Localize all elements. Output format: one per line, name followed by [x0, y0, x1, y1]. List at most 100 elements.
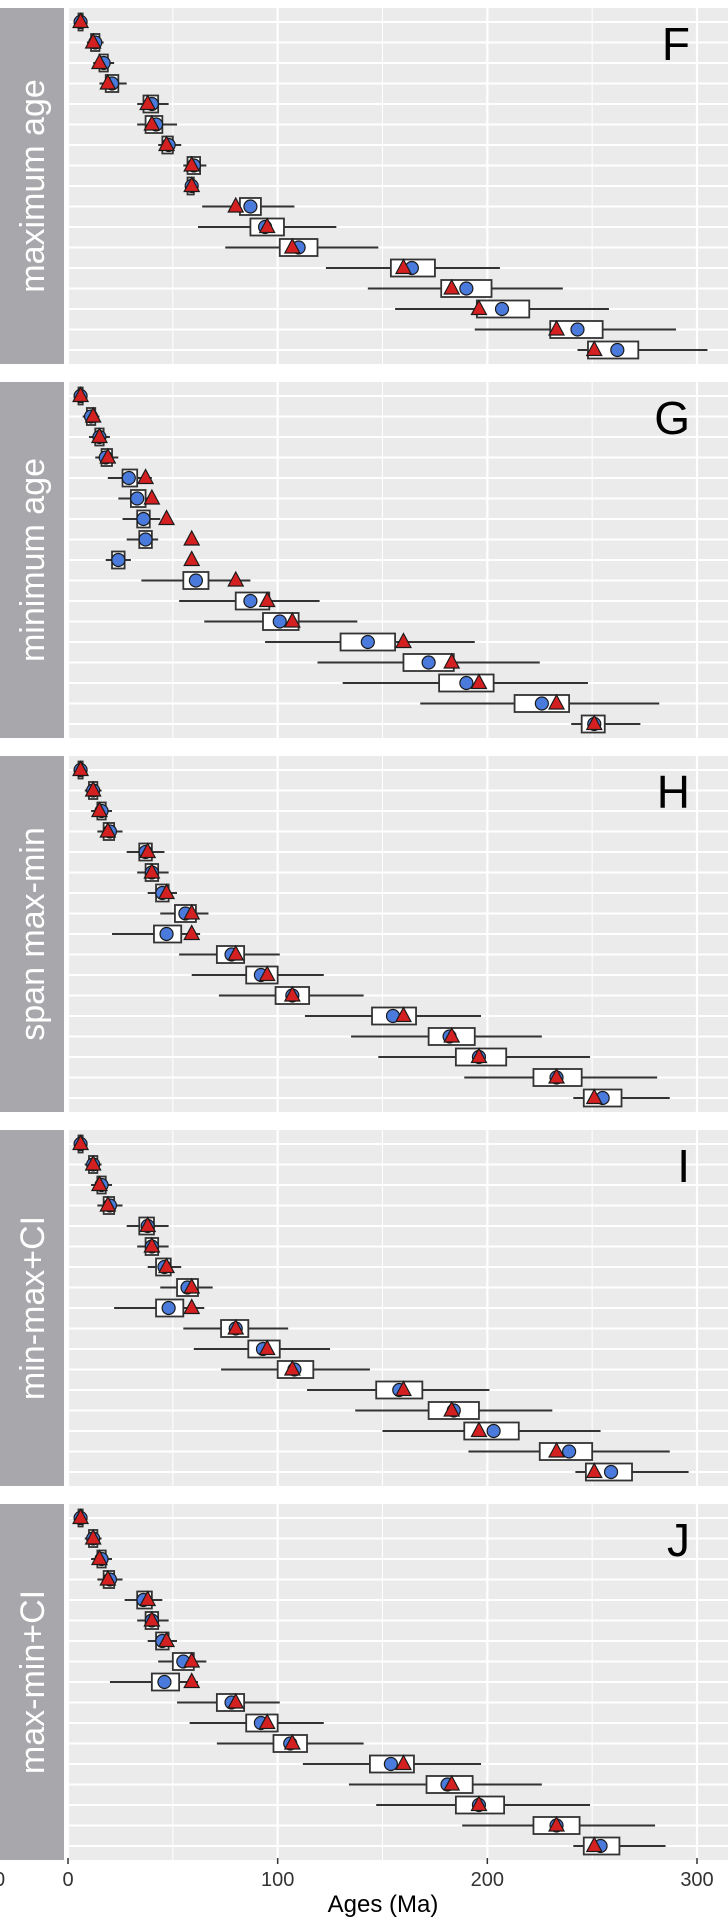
data-row [304, 1006, 482, 1026]
reference-triangle [394, 258, 412, 275]
estimate-circle [603, 1464, 619, 1480]
estimate-circle [421, 655, 436, 670]
reference-triangle [84, 406, 102, 423]
data-row [191, 965, 324, 985]
reference-triangle [139, 1216, 157, 1233]
data-row [72, 12, 90, 32]
reference-triangle [158, 1257, 176, 1274]
reference-triangle [394, 1380, 412, 1397]
reference-triangle [158, 509, 176, 526]
reference-triangle [548, 1815, 566, 1832]
estimate-circle [138, 532, 153, 547]
reference-triangle [443, 278, 461, 295]
reference-triangle [585, 1088, 603, 1105]
estimate-circle [136, 511, 151, 527]
data-row [221, 1359, 370, 1379]
data-row [575, 1462, 689, 1482]
facet-strip [0, 8, 64, 364]
data-row [84, 32, 104, 52]
estimate-circle [383, 1756, 398, 1772]
reference-triangle [90, 801, 108, 818]
estimate-circle [486, 1423, 501, 1439]
data-row [160, 1277, 213, 1297]
estimate-circle [111, 552, 126, 568]
reference-triangle [143, 1236, 161, 1253]
reference-triangle [183, 176, 201, 193]
estimate-circle [243, 593, 258, 609]
estimate-circle [459, 675, 474, 691]
reference-triangle [99, 821, 117, 838]
panel-letter: I [677, 1140, 690, 1192]
data-row [420, 693, 660, 713]
reference-triangle [90, 1175, 108, 1192]
data-row [99, 73, 127, 93]
reference-triangle [72, 1134, 90, 1151]
data-row [183, 176, 201, 196]
reference-triangle [227, 944, 245, 961]
reference-triangle [258, 965, 276, 982]
estimate-circle [121, 470, 136, 486]
reference-triangle [84, 780, 102, 797]
data-row [105, 550, 201, 570]
data-row [218, 985, 364, 1005]
data-row [126, 1216, 169, 1236]
data-row [147, 1257, 182, 1277]
reference-triangle [90, 53, 108, 70]
data-row [72, 760, 90, 780]
reference-triangle [443, 1400, 461, 1417]
reference-triangle [227, 1318, 245, 1335]
panel-letter: J [667, 1514, 690, 1566]
panel-letter: F [662, 18, 690, 70]
data-row [464, 1067, 658, 1087]
panel-j: max-min+CI J [0, 1504, 728, 1860]
data-row [88, 427, 110, 447]
reference-triangle [183, 1672, 201, 1689]
data-row [126, 842, 165, 862]
data-row [124, 1590, 163, 1610]
reference-triangle [143, 114, 161, 131]
estimate-circle [130, 491, 145, 506]
estimate-circle [159, 926, 174, 942]
reference-triangle [72, 1508, 90, 1525]
reference-triangle [283, 985, 301, 1002]
data-row [474, 319, 677, 339]
reference-triangle [443, 1774, 461, 1791]
data-row [84, 780, 102, 800]
reference-triangle [183, 1298, 201, 1315]
reference-triangle [84, 1528, 102, 1545]
data-row [317, 652, 540, 672]
estimate-circle [610, 342, 625, 358]
estimate-circle [459, 281, 474, 296]
reference-triangle [183, 529, 201, 546]
data-row [147, 1631, 178, 1651]
reference-triangle [470, 673, 488, 690]
reference-triangle [548, 693, 566, 710]
reference-triangle [548, 319, 566, 336]
reference-triangle [443, 652, 461, 669]
data-row [137, 114, 178, 134]
reference-triangle [394, 1754, 412, 1771]
data-row [147, 883, 178, 903]
data-row [158, 1651, 207, 1671]
reference-triangle [72, 386, 90, 403]
data-row [90, 1549, 113, 1569]
data-row [307, 1380, 490, 1400]
reference-triangle [585, 340, 603, 357]
reference-triangle [158, 135, 176, 152]
estimate-circle [188, 573, 203, 588]
cropped-tick-label: 0 [0, 1869, 5, 1891]
x-axis-title: Ages (Ma) [328, 1891, 439, 1918]
data-row [160, 903, 209, 923]
reference-triangle [258, 1339, 276, 1356]
panel-h: span max-min H [0, 756, 728, 1112]
data-row [183, 1318, 289, 1338]
data-row [225, 237, 379, 257]
estimate-circle [570, 322, 585, 337]
x-tick-label: 100 [261, 1869, 294, 1891]
reference-triangle [143, 1610, 161, 1627]
data-row [90, 801, 113, 821]
reference-triangle [183, 903, 201, 920]
data-row [107, 468, 155, 488]
facet-strip [0, 756, 64, 1112]
facet-strip [0, 1130, 64, 1486]
